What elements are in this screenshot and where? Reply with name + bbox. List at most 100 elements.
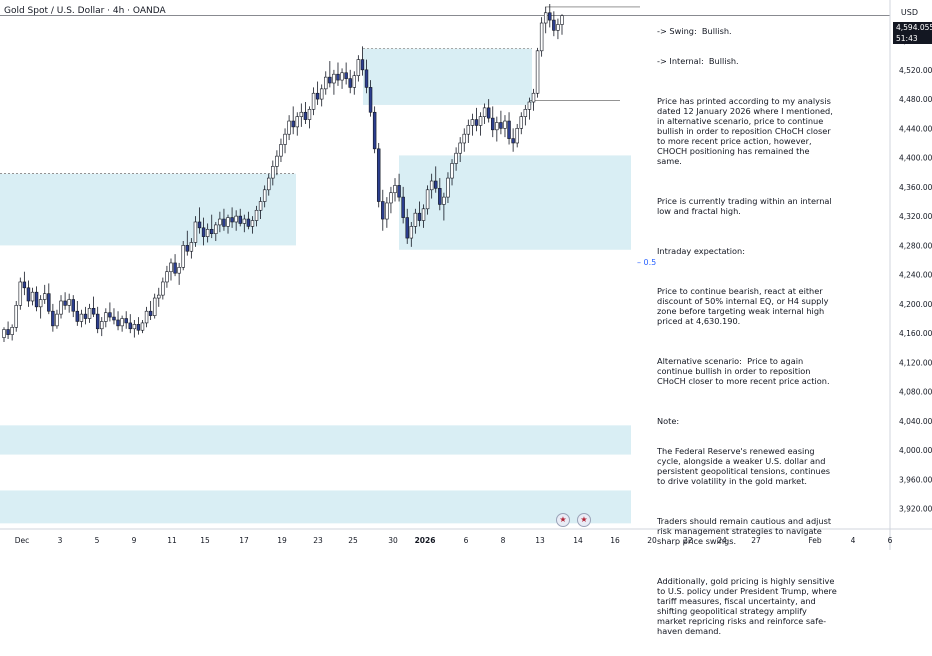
candle-body bbox=[2, 329, 6, 338]
bar-countdown-tag: 51:43 bbox=[893, 33, 932, 44]
candle-body bbox=[197, 221, 202, 229]
candle-body bbox=[75, 310, 80, 322]
candle-body bbox=[271, 166, 275, 179]
us-flag-event-icon[interactable]: ★ bbox=[577, 513, 591, 527]
candle-body bbox=[152, 297, 157, 316]
candle-body bbox=[507, 120, 511, 139]
y-tick-label: 4,040.000 bbox=[899, 417, 932, 426]
supply-demand-zone bbox=[0, 173, 296, 246]
candle-body bbox=[43, 293, 47, 300]
y-tick-label: 3,960.000 bbox=[899, 475, 932, 484]
candle-body bbox=[177, 267, 181, 274]
candle-body bbox=[246, 218, 251, 227]
y-tick-label: 4,160.000 bbox=[899, 329, 932, 338]
x-tick-label: 19 bbox=[277, 536, 287, 545]
candle-body bbox=[438, 188, 442, 205]
candle-body bbox=[100, 321, 104, 330]
candle-body bbox=[144, 310, 149, 324]
candle-body bbox=[47, 293, 51, 312]
x-tick-label: 27 bbox=[751, 536, 761, 545]
x-tick-label: 20 bbox=[647, 536, 657, 545]
chart-area[interactable]: 4,560.0004,520.0004,480.0004,440.0004,40… bbox=[0, 0, 932, 550]
candle-body bbox=[193, 221, 198, 243]
candle-body bbox=[83, 313, 88, 319]
candle-body bbox=[30, 291, 35, 302]
candle-body bbox=[262, 189, 267, 202]
candle-body bbox=[132, 324, 137, 330]
candle-body bbox=[234, 215, 238, 223]
candle-body bbox=[124, 318, 128, 324]
candle-body bbox=[352, 75, 357, 88]
currency-label[interactable]: USD bbox=[900, 8, 918, 17]
candle-body bbox=[450, 163, 454, 179]
candle-body bbox=[389, 192, 393, 204]
candle-body bbox=[531, 92, 536, 103]
candle-body bbox=[539, 22, 544, 52]
analysis-notes: -> Swing: Bullish. -> Internal: Bullish.… bbox=[657, 6, 837, 656]
candle-body bbox=[303, 111, 308, 120]
y-tick-label: 4,000.000 bbox=[899, 446, 932, 455]
candle-body bbox=[454, 152, 458, 164]
candle-body bbox=[38, 299, 43, 308]
candle-body bbox=[157, 294, 161, 299]
candle-body bbox=[397, 185, 401, 198]
note-paragraph: Alternative scenario: Price to again con… bbox=[657, 356, 830, 386]
candle-body bbox=[26, 287, 31, 302]
candle-body bbox=[279, 144, 283, 157]
candlestick-chart[interactable]: 4,560.0004,520.0004,480.0004,440.0004,40… bbox=[0, 0, 932, 550]
candle-body bbox=[250, 220, 255, 227]
candle-body bbox=[523, 109, 528, 117]
x-tick-label: 14 bbox=[573, 536, 583, 545]
candle-body bbox=[368, 87, 373, 113]
note-heading: Note: bbox=[657, 416, 680, 426]
candle-body bbox=[254, 209, 259, 221]
fib-half-value: 0.5 bbox=[643, 258, 657, 267]
candle-body bbox=[372, 111, 377, 150]
supply-demand-zone bbox=[0, 425, 631, 455]
y-tick-label: 4,280.000 bbox=[899, 241, 932, 250]
candle-body bbox=[189, 242, 194, 252]
candle-body bbox=[421, 208, 426, 221]
x-tick-label: 23 bbox=[313, 536, 323, 545]
y-tick-label: 4,480.000 bbox=[899, 95, 932, 104]
candle-body bbox=[478, 116, 483, 126]
candle-body bbox=[417, 212, 422, 221]
x-tick-label: 16 bbox=[610, 536, 620, 545]
candle-body bbox=[87, 307, 92, 319]
candle-body bbox=[434, 180, 438, 189]
candle-body bbox=[499, 122, 503, 129]
candle-body bbox=[560, 15, 564, 25]
candle-body bbox=[470, 119, 475, 126]
y-tick-label: 3,920.000 bbox=[899, 505, 932, 514]
candle-body bbox=[173, 262, 177, 274]
internal-bias: -> Internal: Bullish. bbox=[657, 56, 739, 66]
y-tick-label: 4,320.000 bbox=[899, 212, 932, 221]
candle-body bbox=[71, 299, 75, 312]
candle-body bbox=[140, 322, 145, 331]
candle-body bbox=[79, 313, 84, 322]
candle-body bbox=[59, 300, 63, 315]
candle-body bbox=[466, 125, 471, 135]
y-tick-label: 4,520.000 bbox=[899, 66, 932, 75]
x-tick-label: 5 bbox=[95, 536, 100, 545]
supply-demand-zone bbox=[0, 490, 631, 524]
x-tick-label: 25 bbox=[348, 536, 358, 545]
candle-body bbox=[238, 215, 242, 224]
candle-body bbox=[169, 262, 173, 273]
x-tick-label: 9 bbox=[132, 536, 137, 545]
candle-body bbox=[336, 73, 340, 81]
candle-body bbox=[201, 227, 206, 237]
candle-body bbox=[328, 76, 332, 84]
candle-body bbox=[364, 69, 369, 88]
candle-body bbox=[209, 228, 214, 234]
candle-body bbox=[548, 12, 552, 21]
note-paragraph: Price has printed according to my analys… bbox=[657, 96, 836, 166]
us-flag-event-icon[interactable]: ★ bbox=[556, 513, 570, 527]
candle-body bbox=[458, 142, 462, 154]
last-price-tag: 4,594.055 bbox=[893, 22, 932, 33]
candle-body bbox=[108, 312, 112, 318]
candle-body bbox=[258, 201, 263, 211]
candle-body bbox=[51, 310, 55, 327]
candle-body bbox=[136, 324, 141, 331]
candle-body bbox=[405, 217, 409, 239]
